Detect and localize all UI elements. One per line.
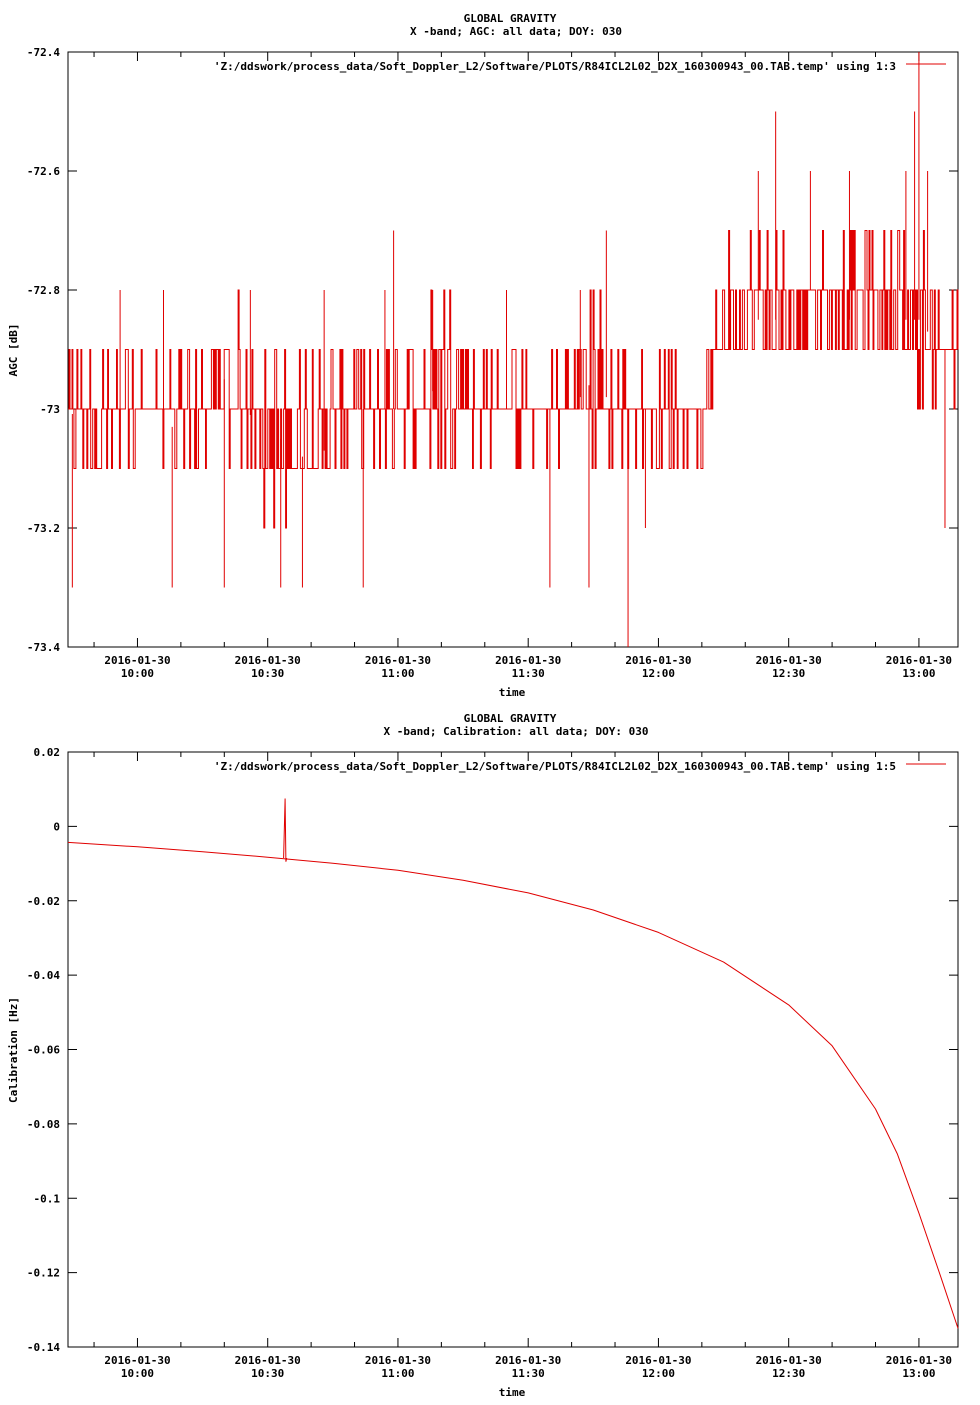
chart1-xtick-time: 13:00	[902, 667, 935, 680]
chart2-xtick-date: 2016-01-30	[756, 1354, 822, 1367]
chart2-ytick-label: -0.04	[27, 969, 60, 982]
chart1-subtitle: X -band; AGC: all data; DOY: 030	[410, 25, 622, 38]
chart2-xtick-date: 2016-01-30	[235, 1354, 301, 1367]
chart1-xtick-date: 2016-01-30	[756, 654, 822, 667]
chart2-xtick-time: 11:30	[512, 1367, 545, 1380]
chart1-series-line	[68, 230, 959, 529]
chart2-xlabel: time	[499, 1386, 526, 1399]
chart2-xtick-time: 13:00	[902, 1367, 935, 1380]
chart2-ytick-label: 0.02	[34, 746, 61, 759]
chart2-ytick-label: -0.06	[27, 1044, 60, 1057]
chart2-xtick-date: 2016-01-30	[495, 1354, 561, 1367]
chart2-xtick-date: 2016-01-30	[104, 1354, 170, 1367]
chart2-ytick-label: -0.12	[27, 1267, 60, 1280]
chart2-xtick-time: 12:30	[772, 1367, 805, 1380]
chart2-title: GLOBAL GRAVITY	[464, 712, 557, 725]
chart2-xtick-date: 2016-01-30	[365, 1354, 431, 1367]
chart1-ytick-label: -73.4	[27, 641, 60, 654]
chart1-xtick-time: 12:00	[642, 667, 675, 680]
chart2-ytick-label: -0.08	[27, 1118, 60, 1131]
chart1-title: GLOBAL GRAVITY	[464, 12, 557, 25]
chart1-ytick-label: -73	[40, 403, 60, 416]
chart2-ytick-label: 0	[53, 820, 60, 833]
chart2-ytick-label: -0.14	[27, 1341, 60, 1354]
chart1-ylabel: AGC [dB]	[7, 324, 20, 377]
chart2-xtick-time: 10:00	[121, 1367, 154, 1380]
chart1-ytick-label: -72.6	[27, 165, 60, 178]
chart1-xtick-date: 2016-01-30	[495, 654, 561, 667]
chart1-xtick-date: 2016-01-30	[886, 654, 952, 667]
chart2-xtick-date: 2016-01-30	[625, 1354, 691, 1367]
chart1-xtick-time: 12:30	[772, 667, 805, 680]
chart1-xtick-date: 2016-01-30	[365, 654, 431, 667]
chart2-plot: 0.02 0 -0.02 -0.04 -0.06 -0.08 -0.1 -0.12 -0.14 2…	[27, 746, 959, 1380]
chart1-xtick-time: 10:00	[121, 667, 154, 680]
chart1-xlabel: time	[499, 686, 526, 699]
chart1-xtick-time: 11:00	[381, 667, 414, 680]
chart2-ytick-label: -0.02	[27, 895, 60, 908]
chart1-plot: -72.4-72.6-72.8-73-73.2-73.42016-01-3010…	[27, 46, 959, 680]
chart2-legend-label: 'Z:/ddswork/process_data/Soft_Doppler_L2…	[214, 760, 896, 773]
chart2-xtick-time: 12:00	[642, 1367, 675, 1380]
chart1-xtick-time: 11:30	[512, 667, 545, 680]
chart1-ytick-label: -72.8	[27, 284, 60, 297]
chart1-xtick-date: 2016-01-30	[625, 654, 691, 667]
chart2-ytick-label: -0.1	[34, 1192, 61, 1205]
chart1-xtick-date: 2016-01-30	[104, 654, 170, 667]
chart1-xtick-date: 2016-01-30	[235, 654, 301, 667]
chart1-ytick-label: -72.4	[27, 46, 60, 59]
chart2-spike	[283, 798, 288, 862]
chart1-xtick-time: 10:30	[251, 667, 284, 680]
chart1-legend-label: 'Z:/ddswork/process_data/Soft_Doppler_L2…	[214, 60, 896, 73]
chart2-xtick-time: 11:00	[381, 1367, 414, 1380]
chart2-plot-frame	[67, 751, 959, 1348]
chart2-xtick-time: 10:30	[251, 1367, 284, 1380]
chart2-series-line	[67, 841, 959, 1329]
chart1-ytick-label: -73.2	[27, 522, 60, 535]
chart2-xtick-date: 2016-01-30	[886, 1354, 952, 1367]
chart2-subtitle: X -band; Calibration: all data; DOY: 030	[384, 725, 649, 738]
chart2-ylabel: Calibration [Hz]	[7, 997, 20, 1103]
